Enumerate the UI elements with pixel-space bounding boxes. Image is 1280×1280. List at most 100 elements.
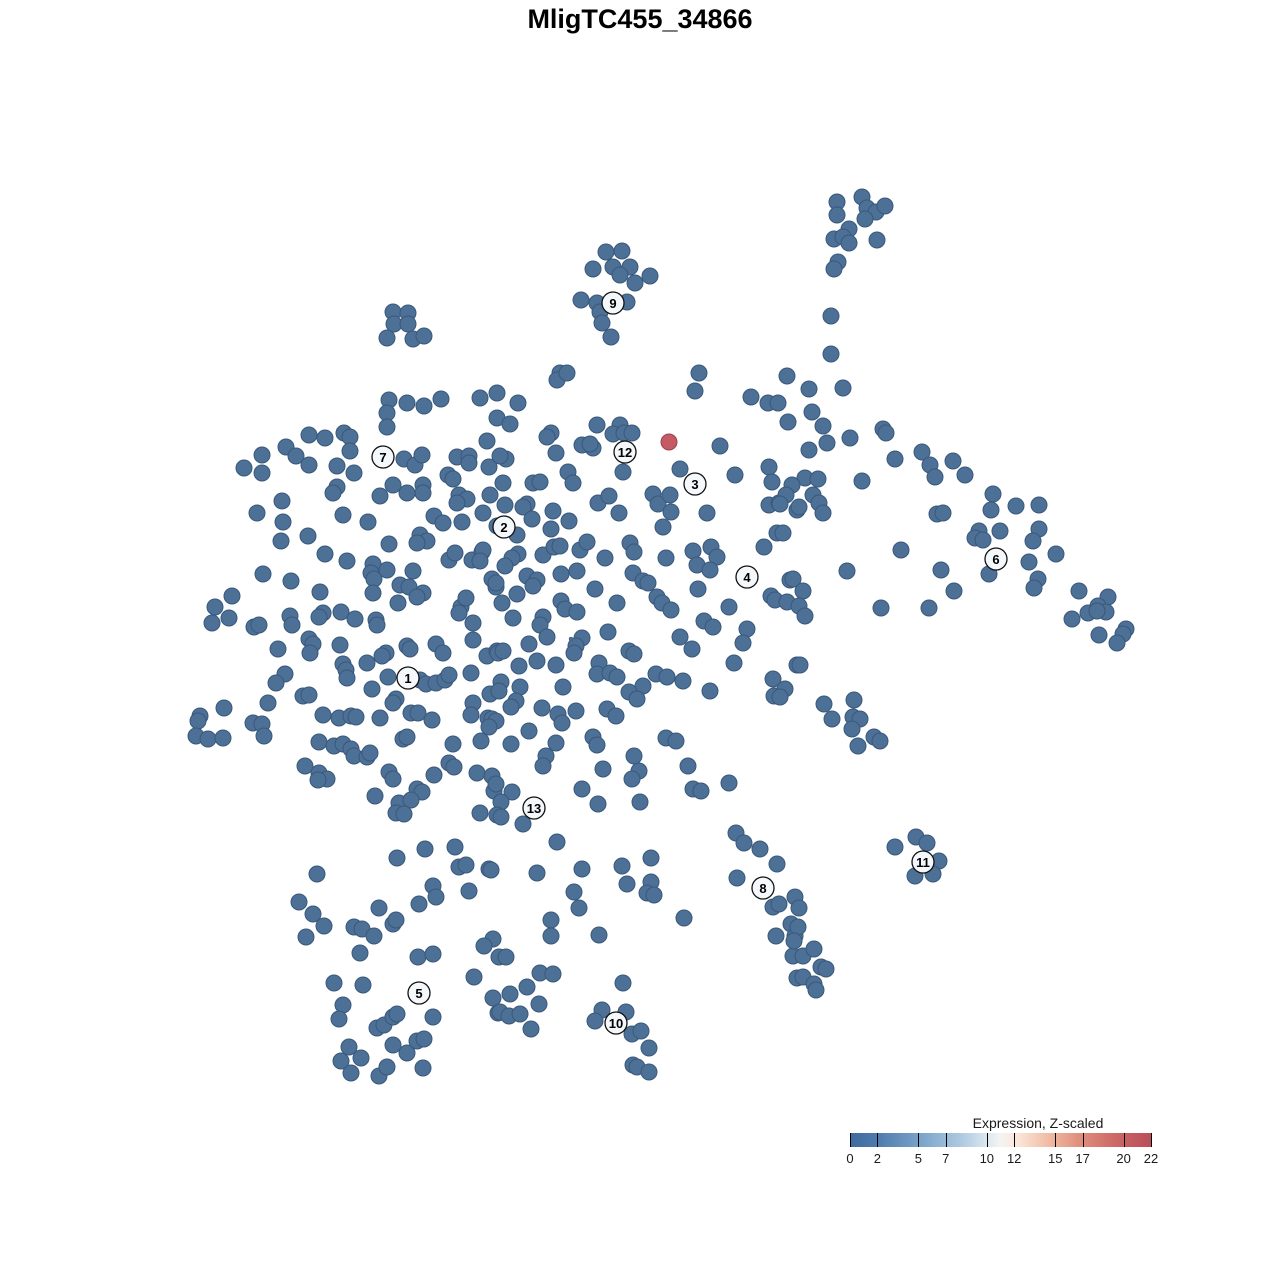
data-point xyxy=(415,327,433,345)
data-point xyxy=(472,732,490,750)
data-point xyxy=(544,965,562,983)
data-point xyxy=(387,911,405,929)
data-point xyxy=(581,435,599,453)
data-point xyxy=(503,783,521,801)
data-point xyxy=(514,498,532,516)
data-point xyxy=(460,882,478,900)
data-point xyxy=(510,657,528,675)
data-point xyxy=(309,771,327,789)
data-point xyxy=(501,415,519,433)
data-point xyxy=(398,394,416,412)
data-point xyxy=(769,394,787,412)
legend-tick xyxy=(1123,1133,1125,1147)
data-point xyxy=(528,652,546,670)
data-point xyxy=(886,450,904,468)
data-point xyxy=(368,616,386,634)
data-point xyxy=(361,744,379,762)
data-point xyxy=(488,384,506,402)
data-point xyxy=(314,706,332,724)
cluster-label-circle xyxy=(601,291,625,315)
data-point xyxy=(235,459,253,477)
cluster-label-10: 10 xyxy=(604,1011,628,1035)
data-point xyxy=(602,328,620,346)
legend-tick-label: 17 xyxy=(1075,1151,1090,1166)
data-point xyxy=(856,210,874,228)
data-point xyxy=(272,532,290,550)
data-point xyxy=(310,608,328,626)
data-point xyxy=(876,197,894,215)
data-point xyxy=(199,730,217,748)
data-point xyxy=(607,707,625,725)
data-point xyxy=(444,735,462,753)
data-point xyxy=(522,1020,540,1038)
data-point xyxy=(613,242,631,260)
data-point xyxy=(315,917,333,935)
cluster-label-text: 2 xyxy=(500,520,507,535)
data-point xyxy=(345,464,363,482)
data-point xyxy=(408,588,426,606)
data-point xyxy=(871,732,889,750)
data-point xyxy=(203,614,221,632)
data-point xyxy=(388,1005,406,1023)
data-point xyxy=(690,364,708,382)
data-point xyxy=(253,446,271,464)
data-point xyxy=(471,552,489,570)
data-point xyxy=(462,664,480,682)
data-point xyxy=(567,702,585,720)
data-point xyxy=(434,514,452,532)
data-point xyxy=(913,443,931,461)
data-point xyxy=(465,968,483,986)
cluster-label-circle xyxy=(407,981,431,1005)
data-point xyxy=(834,379,852,397)
data-point xyxy=(599,623,617,641)
data-point xyxy=(701,682,719,700)
data-point xyxy=(457,589,475,607)
data-point xyxy=(547,444,565,462)
data-point xyxy=(338,669,356,687)
data-point xyxy=(509,394,527,412)
data-point xyxy=(684,542,702,560)
data-point xyxy=(822,345,840,363)
data-point xyxy=(661,486,679,504)
data-point xyxy=(674,672,692,690)
data-point xyxy=(404,562,422,580)
data-point xyxy=(267,674,285,692)
data-point xyxy=(514,815,532,833)
cluster-label-8: 8 xyxy=(751,876,775,900)
data-point xyxy=(410,895,428,913)
data-point xyxy=(645,886,663,904)
data-point xyxy=(817,960,835,978)
data-point xyxy=(502,698,520,716)
data-point xyxy=(791,656,809,674)
data-point xyxy=(547,656,565,674)
data-point xyxy=(726,466,744,484)
data-point xyxy=(823,710,841,728)
data-point xyxy=(944,452,962,470)
data-point xyxy=(553,714,571,732)
data-point xyxy=(487,775,505,793)
data-point xyxy=(299,527,317,545)
data-point xyxy=(784,570,802,588)
data-point xyxy=(671,628,689,646)
data-point xyxy=(649,495,667,513)
data-point xyxy=(825,260,843,278)
data-point xyxy=(640,1063,658,1081)
data-point xyxy=(868,231,886,249)
data-point xyxy=(845,691,863,709)
data-point xyxy=(434,644,452,662)
data-point xyxy=(538,628,556,646)
data-point xyxy=(790,498,808,516)
data-point xyxy=(316,429,334,447)
data-point xyxy=(711,437,729,455)
data-point xyxy=(460,454,478,472)
data-point xyxy=(528,864,546,882)
data-point xyxy=(484,989,502,1007)
data-point xyxy=(920,599,938,617)
legend-tick-label: 10 xyxy=(979,1151,995,1166)
data-point xyxy=(334,506,352,524)
highlighted-data-point xyxy=(660,433,678,451)
data-point xyxy=(542,520,560,538)
cluster-label-4: 4 xyxy=(735,565,759,589)
cluster-label-text: 9 xyxy=(609,296,616,311)
